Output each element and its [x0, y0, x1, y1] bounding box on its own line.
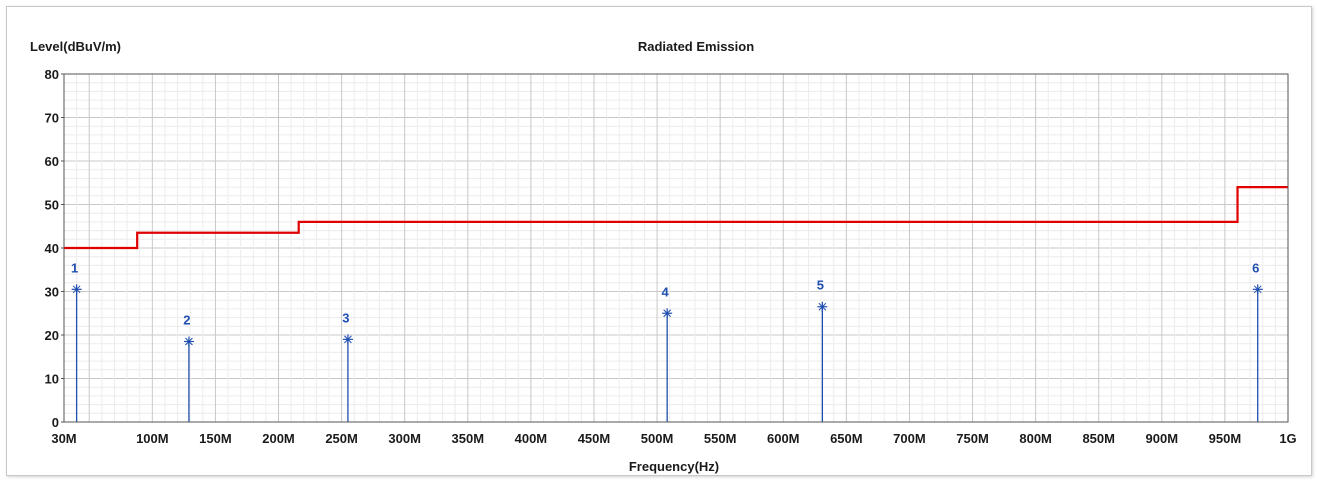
- marker-label: 6: [1252, 260, 1259, 275]
- x-tick-label: 400M: [515, 431, 548, 446]
- y-axis-label: Level(dBuV/m): [30, 39, 121, 54]
- marker-star-d2: [1253, 285, 1262, 294]
- x-tick-label: 850M: [1082, 431, 1115, 446]
- marker-1: 1: [71, 260, 82, 422]
- marker-4: 4: [662, 284, 673, 422]
- marker-star-d2: [72, 285, 81, 294]
- x-tick-label: 350M: [452, 431, 485, 446]
- limit-line: [64, 186, 1288, 250]
- x-tick-label: 750M: [956, 431, 989, 446]
- marker-label: 5: [817, 278, 824, 293]
- x-tick-label: 500M: [641, 431, 674, 446]
- x-tick-label: 800M: [1019, 431, 1052, 446]
- x-tick-label: 700M: [893, 431, 926, 446]
- marker-star-d2: [818, 302, 827, 311]
- y-tick-label: 20: [45, 328, 59, 343]
- y-tick-label: 10: [45, 372, 59, 387]
- marker-3: 3: [342, 310, 353, 422]
- y-tick-label: 70: [45, 111, 59, 126]
- x-tick-label: 100M: [136, 431, 169, 446]
- x-tick-label: 950M: [1209, 431, 1242, 446]
- x-tick-label: 150M: [199, 431, 232, 446]
- y-tick-label: 60: [45, 154, 59, 169]
- marker-6: 6: [1252, 260, 1263, 422]
- marker-star-d2: [344, 335, 352, 344]
- marker-label: 1: [71, 260, 78, 275]
- marker-label: 3: [342, 310, 349, 325]
- y-tick-label: 0: [52, 415, 59, 430]
- marker-star-d2: [663, 309, 672, 318]
- y-tick-label: 30: [45, 285, 59, 300]
- marker-label: 4: [662, 284, 670, 299]
- marker-label: 2: [183, 313, 190, 328]
- x-tick-label: 650M: [830, 431, 863, 446]
- x-tick-label: 600M: [767, 431, 800, 446]
- x-tick-label: 900M: [1146, 431, 1179, 446]
- tick-labels: 0 10 20 30 40 50 60 70 80 30M 100M 150M 200M 250M 300M…: [45, 67, 1297, 446]
- x-tick-label: 200M: [262, 431, 295, 446]
- marker-2: 2: [183, 313, 194, 422]
- limit-line-layer: [64, 186, 1288, 250]
- x-tick-label: 1G: [1279, 431, 1296, 446]
- y-tick-label: 80: [45, 67, 59, 82]
- grid: [63, 73, 1289, 423]
- marker-star-d2: [185, 337, 193, 346]
- y-tick-label: 40: [45, 241, 59, 256]
- x-tick-label: 300M: [388, 431, 421, 446]
- chart-title: Radiated Emission: [638, 39, 754, 54]
- x-tick-label: 450M: [578, 431, 611, 446]
- x-tick-label: 30M: [51, 431, 76, 446]
- y-tick-label: 50: [45, 198, 59, 213]
- marker-5: 5: [817, 278, 828, 422]
- chart-frame: [6, 6, 1312, 476]
- x-axis-label: Frequency(Hz): [629, 459, 719, 474]
- x-tick-label: 550M: [704, 431, 737, 446]
- x-tick-label: 250M: [325, 431, 358, 446]
- marker-layer: 1 2 3 4 5 6: [71, 260, 1263, 422]
